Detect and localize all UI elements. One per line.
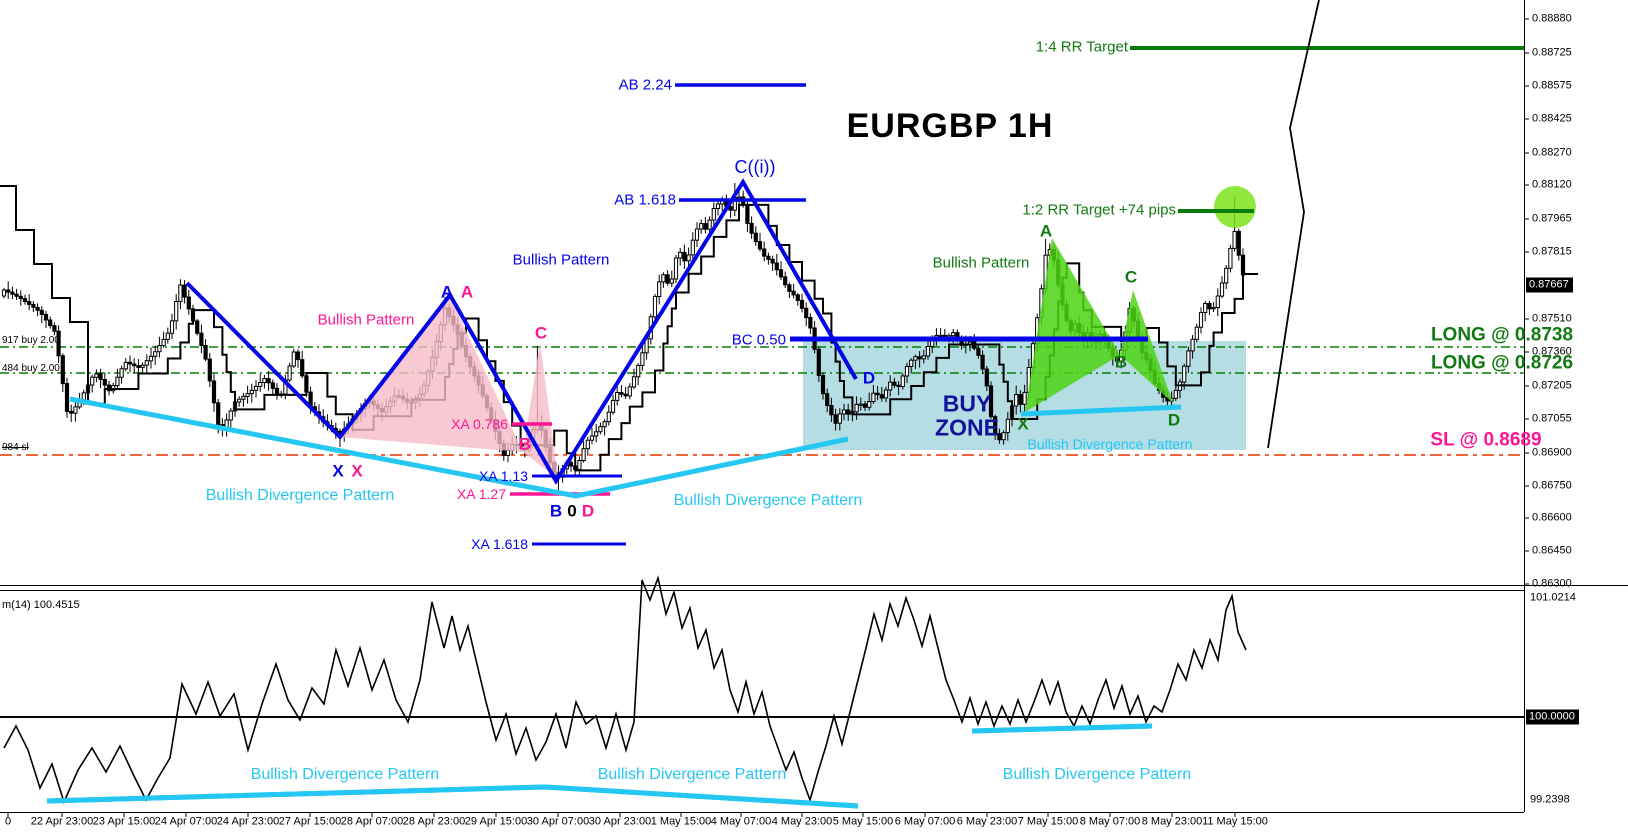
rr-target-1-4-label: 1:4 RR Target [1035,38,1128,56]
bullish-pattern-label-magenta: Bullish Pattern [317,311,415,329]
indicator-current-tag: 100.0000 [1526,709,1579,725]
point-a-green: A [1039,221,1053,241]
buy-zone-label-line1: BUY [942,390,992,417]
point-a-magenta: A [460,282,474,302]
time-axis-label: 4 May 07:00 [710,815,772,828]
time-axis-label: 6 May 07:00 [894,815,956,828]
bullish-divergence-label-1: Bullish Divergence Pattern [205,487,395,504]
fib-ab-1618-label: AB 1.618 [614,191,676,209]
indicator-name-label: m(14) 100.4515 [2,599,80,611]
price-axis-label: 0.86750 [1532,479,1572,492]
bullish-divergence-label-2: Bullish Divergence Pattern [673,492,863,509]
price-axis-label: 0.87205 [1532,379,1572,392]
price-axis-label: 0.87510 [1532,312,1572,325]
time-axis-label: 11 May 15:00 [1202,815,1268,828]
long-entry-2-label: LONG @ 0.8726 [1430,352,1574,374]
target-hit-circle[interactable] [1214,186,1256,228]
divergence-line-indicator-2-top [971,723,1153,734]
fib-xa-113-label: XA 1.13 [478,468,528,484]
price-axis-label: 0.87055 [1532,412,1572,425]
time-axis-label: 22 Apr 23:00 [30,815,94,828]
price-axis-label: 0.86300 [1532,577,1572,590]
bullish-pattern-label-green: Bullish Pattern [932,254,1030,272]
green-pattern-right[interactable] [1120,290,1173,403]
divergence-line-indicator-1-top [46,784,859,809]
time-axis-label: 28 Apr 23:00 [402,815,466,828]
time-axis-label: 30 Apr 23:00 [588,815,652,828]
time-axis-label: 8 May 23:00 [1141,815,1203,828]
price-axis-label: 0.88725 [1532,46,1572,59]
point-d-magenta: D [581,501,595,521]
point-d-green: D [1167,410,1181,430]
order-line-buy-1: 917 buy 2.00 [2,335,60,346]
point-b-green: B [1114,352,1128,372]
price-axis-label: 0.88425 [1532,112,1572,125]
bullish-pattern-label-blue: Bullish Pattern [512,251,610,269]
fib-xa-0786-label: XA 0.786 [451,416,508,432]
divergence-line-main[interactable] [69,396,849,499]
point-x-green: X [1017,414,1029,434]
long-entry-1-label: LONG @ 0.8738 [1430,324,1574,346]
price-axis-label: 0.86450 [1532,544,1572,557]
price-axis-label: 0.88120 [1532,178,1572,191]
price-axis-label: 0.88270 [1532,146,1572,159]
time-axis-label: 23 Apr 15:00 [92,815,156,828]
stop-loss-label: SL @ 0.8689 [1430,429,1542,451]
time-axis-label: 6 May 23:00 [956,815,1018,828]
bullish-divergence-label-3: Bullish Divergence Pattern [1027,436,1193,452]
point-d-blue: D [862,368,876,388]
time-axis-label: 30 Apr 07:00 [526,815,590,828]
bullish-divergence-label-4: Bullish Divergence Pattern [250,766,440,783]
buy-zone-label-line2: ZONE [935,414,999,441]
point-c-magenta: C [534,323,548,343]
fib-xa-1618-label: XA 1.618 [471,536,528,552]
time-axis-label: 1 May 15:00 [650,815,712,828]
time-axis-label: 0 [4,815,12,828]
price-axis-label: 0.87965 [1532,212,1572,225]
time-axis-label: 27 Apr 15:00 [278,815,342,828]
point-b-magenta: B [518,434,532,454]
point-b-blue: B [549,501,563,521]
blue-zigzag[interactable] [185,178,858,485]
fib-xa-127-label: XA 1.27 [456,486,506,502]
pink-pattern-left[interactable] [340,297,523,452]
time-axis-label: 28 Apr 07:00 [340,815,404,828]
price-axis-label: 0.87360 [1532,345,1572,358]
pink-pattern-right[interactable] [523,342,558,479]
price-axis-label: 0.87815 [1532,245,1572,258]
time-axis-label: 8 May 07:00 [1079,815,1141,828]
fib-bc-050-label: BC 0.50 [731,331,786,349]
point-a-blue: A [440,282,454,302]
rr-target-1-2-label: 1:2 RR Target +74 pips [1022,201,1176,219]
indicator-axis-label: 101.0214 [1530,591,1576,604]
indicator-axis-label: 99.2398 [1530,793,1570,806]
price-axis-label: 0.86600 [1532,511,1572,524]
time-axis-label: 5 May 15:00 [832,815,894,828]
point-c-green: C [1124,267,1138,287]
time-axis-label: 7 May 15:00 [1017,815,1079,828]
time-axis-label: 24 Apr 23:00 [216,815,280,828]
order-line-sl: 984 sl [2,442,29,453]
price-axis-label: 0.88880 [1532,12,1572,25]
price-axis-label: 0.88575 [1532,79,1572,92]
green-pattern-left[interactable] [1025,238,1120,412]
time-axis-label: 29 Apr 15:00 [464,815,528,828]
price-axis-label: 0.86900 [1532,446,1572,459]
order-line-buy-2: 484 buy 2.00 [2,363,60,374]
bullish-divergence-label-5: Bullish Divergence Pattern [597,766,787,783]
bullish-divergence-label-6: Bullish Divergence Pattern [1002,766,1192,783]
point-x-blue: X [332,461,344,481]
point-0-black: 0 [567,501,577,521]
point-x-magenta: X [351,461,363,481]
time-axis-label: 24 Apr 07:00 [154,815,218,828]
current-price-tag: 0.87667 [1526,277,1573,293]
fib-ab-224-label: AB 2.24 [618,76,672,94]
time-axis-label: 4 May 23:00 [771,815,833,828]
chart-title: EURGBP 1H [846,107,1054,145]
projection-line[interactable] [1267,0,1320,449]
divergence-line-xd[interactable] [1020,404,1182,417]
wave-c-i-label: C((i)) [734,157,776,177]
